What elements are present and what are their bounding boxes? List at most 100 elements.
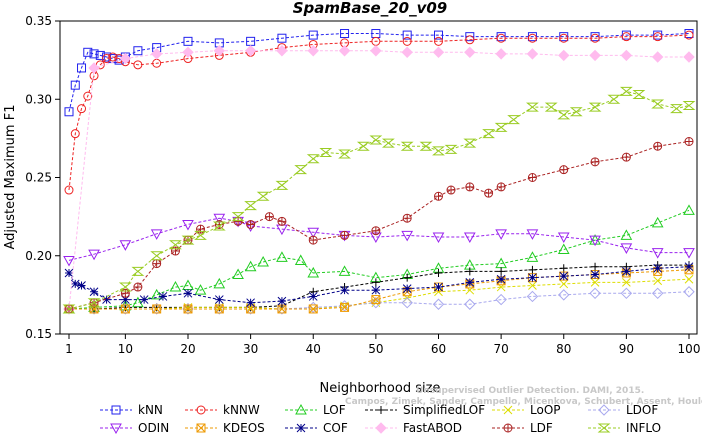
data-point-knnw bbox=[64, 185, 74, 195]
y-tick-label: 0.15 bbox=[25, 327, 52, 341]
data-point-ldof bbox=[683, 286, 695, 298]
data-point-cof bbox=[102, 295, 111, 304]
legend-marker bbox=[503, 405, 513, 415]
data-point-inflo bbox=[526, 102, 539, 112]
data-point-inflo bbox=[419, 141, 433, 151]
legend: kNN kNNW LOF SimplifiedLOF LoOP LDOF ODIN KDEOS… bbox=[100, 403, 661, 434]
series-line-ldof bbox=[69, 291, 690, 310]
data-point-kdeos bbox=[340, 302, 350, 312]
data-point-ldf bbox=[484, 188, 494, 198]
legend-label: LDF bbox=[530, 421, 553, 434]
data-point-fastabod bbox=[526, 48, 539, 60]
data-point-ldof bbox=[213, 303, 226, 315]
data-point-ldf bbox=[621, 152, 631, 162]
data-point-ldof bbox=[119, 303, 132, 315]
data-point-ldof bbox=[432, 298, 445, 310]
data-point-simplifiedlof bbox=[434, 268, 443, 277]
data-point-lof bbox=[307, 266, 320, 278]
data-point-inflo bbox=[181, 235, 195, 245]
data-point-lof bbox=[526, 251, 539, 262]
data-point-ldf bbox=[371, 226, 381, 236]
data-point-ldf bbox=[446, 185, 456, 195]
data-point-fastabod bbox=[651, 51, 664, 63]
data-point-knnw bbox=[559, 33, 569, 43]
legend-marker bbox=[296, 423, 306, 433]
data-point-ldf bbox=[264, 212, 274, 222]
legend-item-kdeos: KDEOS bbox=[185, 421, 265, 434]
data-point-cof bbox=[653, 263, 663, 273]
series-line-lof bbox=[68, 209, 690, 310]
series-line-ldf bbox=[68, 141, 690, 310]
data-point-ldf bbox=[465, 182, 475, 192]
data-point-kdeos bbox=[214, 304, 224, 314]
data-point-ldof bbox=[370, 296, 382, 309]
data-point-knnw bbox=[590, 33, 600, 43]
data-point-knnw bbox=[527, 33, 537, 43]
data-point-lof bbox=[257, 255, 269, 267]
data-point-odin bbox=[401, 230, 414, 242]
data-point-ldf bbox=[340, 230, 350, 240]
x-tick-label: 90 bbox=[619, 342, 634, 356]
data-point-lof bbox=[169, 281, 182, 292]
data-point-simplifiedlof bbox=[591, 262, 600, 271]
data-point-inflo bbox=[670, 104, 683, 114]
data-point-cof bbox=[277, 296, 287, 306]
data-point-cof bbox=[70, 279, 80, 289]
data-point-odin bbox=[88, 249, 100, 261]
data-point-knnw bbox=[133, 60, 143, 70]
x-tick-label: 50 bbox=[368, 342, 383, 356]
data-point-fastabod bbox=[88, 62, 100, 74]
data-point-inflo bbox=[400, 141, 414, 151]
data-point-inflo bbox=[463, 138, 477, 148]
data-point-cof bbox=[402, 284, 412, 293]
data-point-knn bbox=[77, 63, 87, 73]
x-tick-label: 60 bbox=[431, 342, 446, 356]
data-point-lof bbox=[294, 254, 307, 265]
data-point-knnw bbox=[83, 91, 93, 101]
data-point-odin bbox=[463, 232, 476, 243]
data-point-fastabod bbox=[307, 45, 319, 57]
legend-marker bbox=[196, 405, 206, 415]
data-point-ldf bbox=[170, 246, 180, 256]
data-point-cof bbox=[158, 292, 168, 301]
data-point-cof bbox=[559, 271, 569, 281]
data-point-cof bbox=[590, 270, 600, 279]
data-point-ldof bbox=[495, 293, 507, 306]
data-point-knnw bbox=[621, 32, 631, 42]
data-point-inflo bbox=[432, 146, 445, 156]
data-point-cof bbox=[528, 273, 537, 283]
data-point-fastabod bbox=[182, 46, 194, 59]
data-point-simplifiedlof bbox=[497, 267, 506, 276]
legend-item-loop: LoOP bbox=[492, 403, 561, 417]
legend-marker bbox=[597, 423, 611, 433]
data-point-cof bbox=[308, 292, 318, 301]
data-point-knn bbox=[89, 49, 99, 59]
legend-label: kNNW bbox=[223, 403, 260, 417]
data-point-ldf bbox=[196, 224, 206, 234]
series-layer bbox=[62, 29, 696, 315]
data-point-lof bbox=[150, 288, 163, 300]
legend-label: KDEOS bbox=[223, 421, 265, 434]
data-point-cof bbox=[89, 287, 99, 297]
data-point-ldf bbox=[308, 235, 318, 245]
data-point-cof bbox=[684, 262, 694, 272]
data-point-inflo bbox=[256, 191, 270, 201]
legend-marker bbox=[503, 423, 513, 433]
data-point-kdeos bbox=[152, 304, 162, 314]
legend-label: LoOP bbox=[530, 403, 561, 417]
data-point-knn bbox=[70, 80, 80, 90]
data-point-ldf bbox=[653, 141, 663, 151]
data-point-inflo bbox=[494, 122, 508, 132]
data-point-kdeos bbox=[183, 304, 193, 314]
data-point-ldf bbox=[277, 216, 287, 226]
data-point-ldof bbox=[244, 303, 257, 315]
data-point-ldf bbox=[433, 191, 443, 201]
data-point-inflo bbox=[682, 101, 696, 111]
data-point-inflo bbox=[118, 282, 132, 292]
data-point-knnw bbox=[77, 104, 87, 114]
y-tick-label: 0.30 bbox=[25, 92, 52, 106]
data-point-knnw bbox=[102, 54, 112, 64]
data-point-simplifiedlof bbox=[559, 264, 568, 273]
data-point-inflo bbox=[507, 115, 521, 125]
